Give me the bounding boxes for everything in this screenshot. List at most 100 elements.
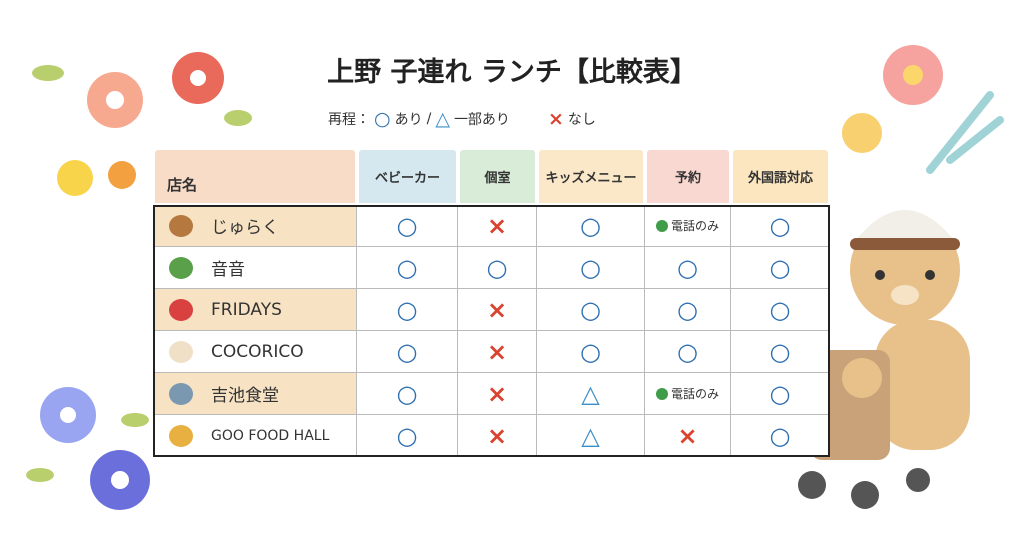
mark: ○ [396, 295, 418, 324]
mark: ○ [677, 295, 698, 324]
flower-tl [32, 52, 252, 196]
note-text: 電話のみ [670, 219, 719, 233]
mark: ○ [580, 211, 601, 240]
shop-name-text: GOO FOOD HALL [211, 427, 330, 444]
mark: ○ [769, 211, 791, 240]
bear-illustration [798, 210, 970, 509]
mark: ○ [396, 337, 418, 366]
mark: ○ [396, 379, 418, 408]
mark: ○ [486, 253, 508, 282]
flower-tr [842, 45, 1004, 174]
shop-name-text: COCORICO [211, 341, 304, 362]
mark: × [677, 421, 698, 450]
cell-value: ○ [537, 289, 645, 331]
mark: △ [581, 421, 600, 450]
cell-value: ○ [357, 331, 458, 373]
cell-value: 電話のみ [645, 373, 731, 415]
mark: ○ [396, 211, 418, 240]
shop-name: COCORICO [153, 331, 357, 373]
header-cell: ベビーカー [359, 150, 456, 203]
mark: × [486, 295, 508, 324]
shop-name-text: 音音 [211, 260, 245, 280]
note-text: 電話のみ [670, 387, 719, 401]
flower-bl [26, 387, 150, 510]
mark: ○ [769, 421, 791, 450]
header-cell: 店名 [155, 150, 355, 203]
cell-value: ○ [731, 289, 830, 331]
legend-text: なし [567, 112, 596, 128]
shop-icon [169, 383, 193, 405]
header-cell: キッズメニュー [539, 150, 643, 203]
shop-name: じゅらく [153, 205, 357, 247]
phone-icon [655, 387, 668, 400]
mark: × [486, 421, 508, 450]
mark: ○ [580, 253, 601, 282]
mark: △ [581, 379, 600, 408]
legend-symbol: ○ [374, 108, 391, 130]
cell-value: △ [537, 373, 645, 415]
shop-icon [169, 257, 193, 279]
shop-icon [169, 341, 193, 363]
cell-value: ○ [357, 205, 458, 247]
mark: ○ [677, 253, 698, 282]
cell-value: ○ [357, 247, 458, 289]
mark: ○ [769, 253, 791, 282]
cell-value: × [458, 289, 537, 331]
cell-value: × [458, 205, 537, 247]
cell-value: ○ [537, 247, 645, 289]
mark: ○ [769, 337, 791, 366]
cell-value: ○ [731, 331, 830, 373]
mark: × [486, 211, 508, 240]
shop-name-text: 吉池食堂 [211, 386, 279, 406]
mark: ○ [580, 337, 601, 366]
cell-value: ○ [731, 415, 830, 457]
shop-name: 音音 [153, 247, 357, 289]
mark: ○ [769, 295, 791, 324]
shop-name: GOO FOOD HALL [153, 415, 357, 457]
cell-value: ○ [731, 373, 830, 415]
cell-value: ○ [458, 247, 537, 289]
cell-value: △ [537, 415, 645, 457]
shop-name-text: FRIDAYS [211, 299, 282, 320]
cell-value: ○ [537, 205, 645, 247]
legend: 再程： ○ あり / △ 一部あり × なし [328, 108, 596, 130]
cell-value: ○ [645, 289, 731, 331]
cell-value: × [645, 415, 731, 457]
mark: × [486, 379, 508, 408]
legend-separator: / [426, 111, 432, 127]
cell-value: × [458, 373, 537, 415]
shop-name-text: じゅらく [211, 218, 279, 238]
phone-icon [655, 219, 668, 232]
shop-icon [169, 425, 193, 447]
cell-value: ○ [357, 373, 458, 415]
mark: ○ [396, 253, 418, 282]
cell-value: ○ [645, 331, 731, 373]
mark: ○ [677, 337, 698, 366]
legend-symbol: △ [435, 108, 450, 130]
shop-name: 吉池食堂 [153, 373, 357, 415]
table-frame [153, 205, 830, 457]
shop-icon [169, 299, 193, 321]
cell-value: 電話のみ [645, 205, 731, 247]
legend-symbol: × [547, 108, 564, 130]
mark: ○ [396, 421, 418, 450]
shop-name: FRIDAYS [153, 289, 357, 331]
cell-value: ○ [357, 289, 458, 331]
cell-value: ○ [357, 415, 458, 457]
title: 上野 子連れ ランチ【比較表】 [327, 57, 697, 88]
header-cell: 予約 [647, 150, 729, 203]
header-cell: 外国語対応 [733, 150, 828, 203]
cell-value: ○ [731, 247, 830, 289]
mark: ○ [769, 379, 791, 408]
legend-label: 再程： [328, 112, 370, 128]
cell-value: × [458, 331, 537, 373]
header-cell: 個室 [460, 150, 535, 203]
cell-value: ○ [537, 331, 645, 373]
mark: × [486, 337, 508, 366]
mark: ○ [580, 295, 601, 324]
shop-icon [169, 215, 193, 237]
cell-value: ○ [731, 205, 830, 247]
legend-text: 一部あり [453, 112, 510, 128]
